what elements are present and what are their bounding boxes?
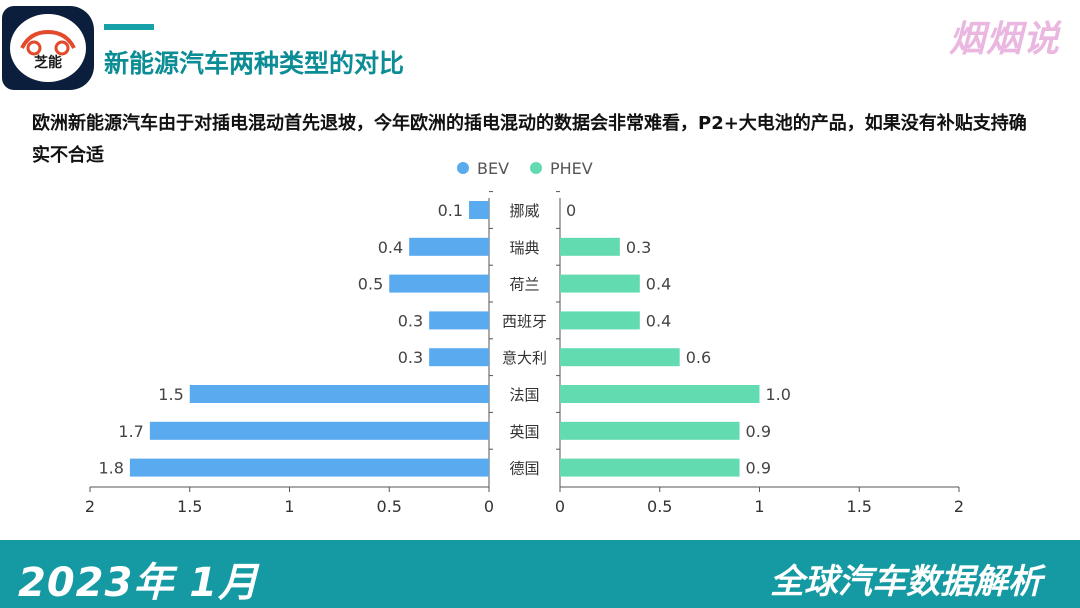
- bev-bar: [189, 385, 489, 403]
- legend-label-phev: PHEV: [550, 159, 593, 178]
- bev-bar: [149, 421, 489, 440]
- logo-badge: 芝能: [10, 14, 86, 82]
- bev-bar: [429, 348, 489, 367]
- bev-x-tick-label: 0.5: [377, 497, 402, 516]
- phev-x-tick-label: 1.5: [847, 497, 872, 516]
- bev-data-label: 1.5: [158, 385, 183, 404]
- category-label: 挪威: [509, 202, 539, 220]
- logo: 芝能: [2, 6, 94, 90]
- phev-bar: [560, 421, 740, 440]
- bev-data-label: 1.7: [118, 422, 143, 441]
- category-label: 瑞典: [509, 239, 539, 257]
- footer-caption: 全球汽车数据解析: [770, 562, 1042, 602]
- phev-x-tick-label: 0.5: [647, 497, 672, 516]
- category-label: 法国: [509, 386, 539, 404]
- bev-bar: [469, 201, 489, 219]
- page-title: 新能源汽车两种类型的对比: [104, 49, 405, 78]
- bev-x-tick-label: 2: [85, 497, 95, 516]
- phev-x-tick-label: 0: [555, 497, 565, 516]
- phev-x-tick-label: 1: [754, 497, 764, 516]
- category-label: 意大利: [502, 349, 547, 367]
- title-accent-bar: [104, 24, 154, 30]
- phev-bar: [560, 458, 740, 477]
- phev-data-label: 0.9: [746, 459, 771, 478]
- footer-date: 2023年 1月: [18, 560, 260, 606]
- legend-marker-bev: [457, 162, 469, 174]
- footer-banner: 2023年 1月 全球汽车数据解析: [0, 540, 1080, 608]
- legend-label-bev: BEV: [477, 159, 509, 178]
- bev-bar: [409, 237, 489, 256]
- phev-data-label: 0.4: [646, 275, 671, 294]
- category-label: 西班牙: [502, 312, 547, 330]
- bev-data-label: 0.1: [438, 201, 463, 220]
- phev-bar: [560, 237, 620, 256]
- bev-bar: [429, 311, 489, 330]
- butterfly-bar-chart: BEV PHEV 0.1 0 挪威 0.4 0.3 瑞典 0.5 0.4 荷兰 0.3 0.4 西班牙 0.…: [85, 159, 964, 516]
- category-label: 英国: [509, 423, 539, 441]
- phev-data-label: 0.4: [646, 311, 671, 330]
- bev-bar: [389, 274, 489, 293]
- bev-data-label: 1.8: [98, 459, 123, 478]
- phev-bar: [560, 385, 760, 403]
- phev-bar: [560, 274, 640, 293]
- bev-data-label: 0.4: [378, 238, 403, 257]
- bev-data-label: 0.5: [358, 275, 383, 294]
- car-icon: [20, 29, 76, 56]
- bev-x-tick-label: 1.5: [177, 497, 202, 516]
- phev-bar: [560, 348, 680, 367]
- legend-marker-phev: [530, 162, 542, 174]
- bev-x-tick-label: 0: [484, 497, 494, 516]
- phev-data-label: 0.6: [686, 348, 711, 367]
- logo-text: 芝能: [34, 55, 62, 71]
- bev-bar: [129, 458, 489, 477]
- bev-x-tick-label: 1: [284, 497, 294, 516]
- category-label: 荷兰: [509, 276, 539, 294]
- phev-data-label: 0: [566, 201, 576, 220]
- category-label: 德国: [509, 460, 539, 478]
- bev-data-label: 0.3: [398, 311, 423, 330]
- phev-bar: [560, 311, 640, 330]
- bev-data-label: 0.3: [398, 348, 423, 367]
- brand-watermark: 烟烟说: [948, 19, 1060, 60]
- phev-x-tick-label: 2: [954, 497, 964, 516]
- phev-data-label: 1.0: [766, 385, 791, 404]
- phev-data-label: 0.3: [626, 238, 651, 257]
- page-subtitle: 欧洲新能源汽车由于对插电混动首先退坡，今年欧洲的插电混动的数据会非常难看，P2+…: [32, 113, 1027, 166]
- phev-data-label: 0.9: [746, 422, 771, 441]
